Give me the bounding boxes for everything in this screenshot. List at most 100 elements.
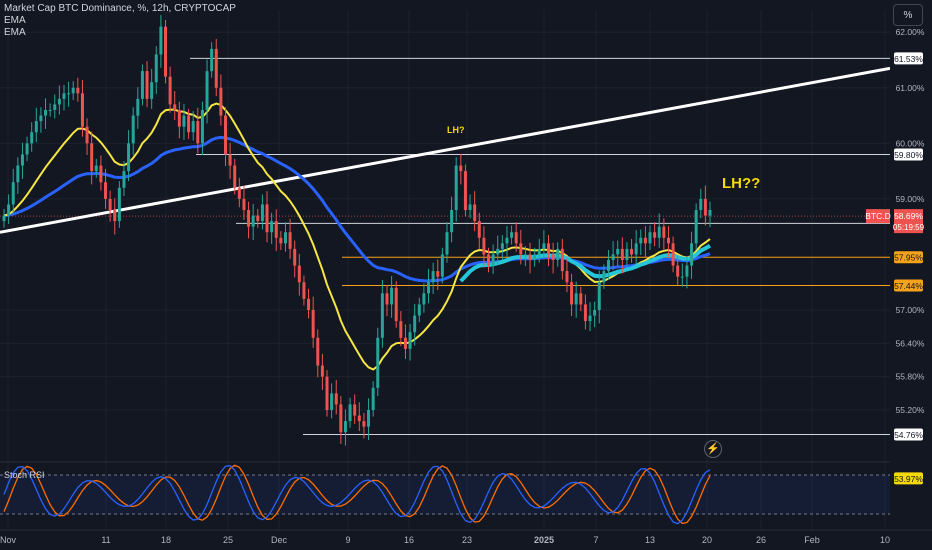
candle-36	[168, 76, 172, 105]
x-tick-0: Nov	[0, 535, 16, 545]
candle-12	[57, 98, 61, 105]
candle-17	[80, 93, 84, 127]
candle-26	[122, 171, 126, 188]
y-tick-6: 55.80%	[896, 372, 925, 382]
candle-7	[34, 121, 38, 133]
candle-29	[136, 98, 140, 116]
candle-104	[482, 237, 486, 255]
annotations: LH? LH??	[447, 125, 760, 192]
candle-27	[127, 143, 131, 172]
candle-30	[140, 71, 144, 99]
candle-47	[219, 87, 223, 116]
price-axis-bg	[890, 0, 932, 550]
candle-5	[25, 143, 29, 155]
candle-42	[196, 121, 200, 144]
candle-0	[2, 215, 6, 222]
candle-56	[260, 204, 264, 222]
candle-74	[343, 421, 347, 433]
candle-15	[71, 87, 75, 94]
candle-103	[477, 221, 481, 238]
candle-2	[11, 182, 15, 205]
candle-71	[330, 393, 334, 410]
candle-57	[265, 204, 269, 233]
candle-73	[339, 404, 343, 433]
candle-31	[145, 71, 149, 99]
candle-97	[450, 210, 454, 233]
candle-10	[48, 110, 52, 111]
candle-28	[131, 115, 135, 144]
candle-98	[454, 165, 458, 210]
candle-92	[427, 282, 431, 294]
countdown-tag: 05:19:59	[893, 223, 925, 232]
lh-annotation-2: LH??	[722, 175, 760, 192]
level-tag-bg-5	[894, 428, 923, 441]
candle-109	[505, 237, 509, 244]
level-tag-bg-3	[894, 251, 923, 264]
candle-46	[214, 48, 218, 88]
candle-13	[62, 93, 66, 99]
symbol-tag-bg	[866, 209, 890, 224]
candle-82	[380, 293, 384, 338]
level-tag-bg-0	[894, 52, 923, 65]
candle-51	[237, 187, 241, 199]
candle-79	[367, 410, 371, 427]
candle-146	[676, 265, 680, 277]
candle-39	[182, 115, 186, 127]
percent-scale-button[interactable]: %	[893, 4, 923, 26]
candle-124	[574, 293, 578, 305]
x-tick-9: 7	[593, 535, 598, 545]
candle-135	[625, 248, 629, 260]
stoch-d-line	[3, 464, 711, 525]
candle-75	[348, 404, 352, 422]
candle-43	[200, 110, 204, 144]
candle-44	[205, 71, 209, 110]
candle-32	[150, 82, 154, 99]
indicator-ema-1[interactable]: EMA	[4, 15, 26, 26]
candle-20	[94, 165, 98, 172]
candle-22	[104, 182, 108, 199]
level-tag-6: 53.97%	[894, 474, 923, 484]
candle-21	[99, 165, 103, 183]
candle-9	[44, 110, 48, 116]
candle-64	[297, 265, 301, 283]
candle-8	[39, 115, 43, 122]
candle-33	[154, 54, 158, 83]
candle-78	[362, 421, 366, 427]
candle-83	[385, 293, 389, 305]
candle-129	[597, 282, 601, 310]
candle-85	[394, 287, 398, 322]
candle-60	[279, 237, 283, 244]
candle-40	[187, 115, 191, 133]
y-tick-7: 55.20%	[896, 405, 925, 415]
candle-87	[403, 337, 407, 349]
level-tag-4: 57.44%	[894, 281, 923, 291]
candle-52	[242, 198, 246, 210]
level-tag-bg-1	[894, 148, 923, 161]
lightning-icon[interactable]: ⚡	[704, 440, 722, 458]
candle-65	[302, 282, 306, 299]
candle-63	[293, 248, 297, 266]
level-tag-3: 57.95%	[894, 253, 923, 263]
candle-113	[523, 254, 527, 256]
indicator-ema-2[interactable]: EMA	[4, 27, 26, 38]
x-tick-4: Dec	[271, 535, 288, 545]
candle-61	[283, 232, 287, 244]
x-tick-13: Feb	[804, 535, 820, 545]
candle-72	[334, 393, 338, 405]
candle-66	[307, 298, 311, 310]
candle-100	[463, 171, 467, 210]
candle-132	[611, 254, 615, 260]
candle-54	[251, 215, 255, 227]
x-tick-2: 18	[161, 535, 171, 545]
x-tick-5: 9	[345, 535, 350, 545]
candle-106	[491, 254, 495, 266]
price-tag-bg	[894, 209, 923, 234]
candle-67	[311, 310, 315, 338]
candle-76	[353, 404, 357, 416]
candle-35	[164, 26, 168, 77]
candle-99	[459, 165, 463, 172]
candle-117	[542, 243, 546, 249]
candle-101	[468, 204, 472, 210]
chart-title: Market Cap BTC Dominance, %, 12h, CRYPTO…	[4, 3, 236, 14]
candle-6	[30, 132, 34, 144]
